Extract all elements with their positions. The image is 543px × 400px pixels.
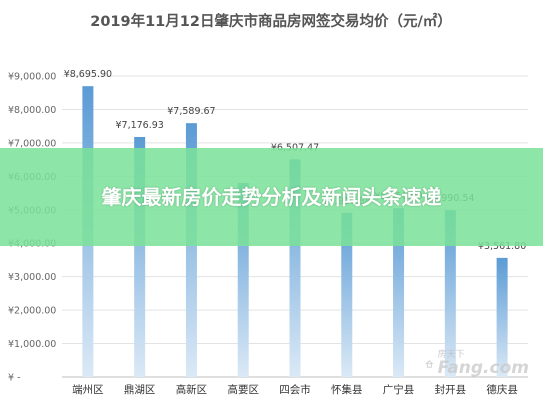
data-label: ¥6,507.47	[271, 142, 319, 153]
x-tick-label: 高新区	[176, 383, 208, 396]
y-tick-label: ¥1,000.00	[8, 339, 56, 350]
y-tick-label: ¥3,000.00	[8, 272, 56, 283]
x-axis: 端州区 鼎湖区 高新区 高要区 四会市 怀集县 广宁县 封开县 德庆县	[72, 383, 518, 396]
bar	[289, 159, 301, 377]
bar	[341, 212, 353, 377]
x-tick-label: 德庆县	[486, 383, 518, 396]
x-tick-label: 四会市	[279, 383, 311, 396]
watermark-small-text: 房天下	[437, 350, 465, 360]
watermark-big-text: Fang.com	[437, 358, 529, 378]
y-tick-label: ¥7,000.00	[8, 138, 56, 149]
bar	[496, 257, 508, 377]
house-logo-icon	[425, 360, 434, 368]
x-tick-label: 端州区	[72, 383, 104, 396]
y-tick-label: ¥9,000.00	[8, 72, 56, 83]
headline-text[interactable]: 肇庆最新房价走势分析及新闻头条速递	[101, 185, 442, 209]
data-label: ¥7,176.93	[115, 120, 163, 131]
fang-watermark: 房天下 Fang.com	[425, 348, 529, 380]
y-tick-label: ¥2,000.00	[8, 306, 56, 317]
y-tick-label: ¥ -	[8, 373, 21, 384]
x-tick-label: 广宁县	[383, 383, 415, 396]
y-tick-label: ¥8,000.00	[8, 105, 56, 116]
bar	[444, 210, 456, 377]
x-tick-label: 封开县	[435, 383, 467, 396]
bar	[134, 136, 146, 377]
data-label: ¥8,695.90	[64, 69, 112, 80]
data-label: ¥3,561.80	[478, 241, 526, 252]
headline-banner: 肇庆最新房价走势分析及新闻头条速递	[0, 148, 543, 246]
bar	[237, 183, 249, 377]
bar	[185, 123, 197, 378]
x-tick-label: 怀集县	[331, 383, 363, 396]
data-label: ¥7,589.67	[167, 106, 215, 117]
x-tick-label: 高要区	[227, 383, 259, 396]
bar	[393, 208, 405, 377]
chart-title: 2019年11月12日肇庆市商品房网签交易均价（元/㎡）	[90, 12, 452, 30]
x-tick-label: 鼎湖区	[124, 384, 156, 396]
